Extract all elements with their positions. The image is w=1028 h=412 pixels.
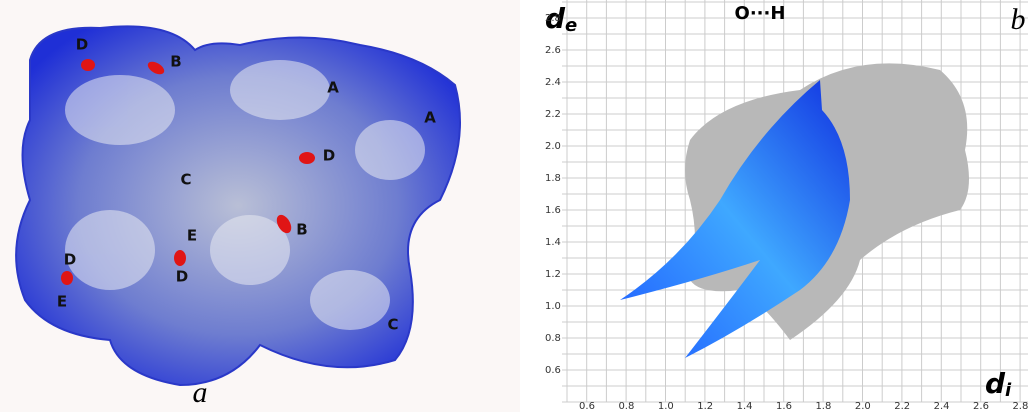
x-tick-label: 0.6	[579, 401, 595, 412]
surface-label: B	[296, 221, 307, 239]
panel-b-caption: b	[1011, 3, 1026, 36]
y-tick-label: 0.8	[545, 333, 561, 344]
x-tick-label: 1.2	[697, 401, 713, 412]
surface-label: B	[170, 53, 181, 71]
x-tick-label: 2.4	[934, 401, 950, 412]
y-axis-subscript: e	[565, 15, 577, 36]
surface-label: D	[323, 147, 335, 165]
y-tick-label: 1.2	[545, 269, 561, 280]
y-tick-label: 2.8	[545, 13, 561, 24]
x-tick-label: 2.6	[973, 401, 989, 412]
y-tick-label: 1.8	[545, 173, 561, 184]
surface-label: D	[64, 251, 76, 269]
y-tick-label: 1.6	[545, 205, 561, 216]
y-tick-label: 2.4	[545, 77, 561, 88]
surface-label: E	[187, 227, 197, 245]
surface-label: C	[180, 171, 191, 189]
x-tick-label: 1.8	[815, 401, 831, 412]
surface-label: A	[327, 79, 339, 97]
y-tick-label: 1.4	[545, 237, 561, 248]
surface-label: A	[424, 109, 436, 127]
y-tick-label: 1.0	[545, 301, 561, 312]
panel-a-caption: a	[193, 376, 208, 409]
y-tick-label: 2.0	[545, 141, 561, 152]
surface-label: C	[387, 316, 398, 334]
surface-label: D	[176, 268, 188, 286]
surface-label: E	[57, 293, 67, 311]
x-tick-label: 1.0	[658, 401, 674, 412]
x-tick-label: 1.6	[776, 401, 792, 412]
x-tick-label: 2.8	[1012, 401, 1028, 412]
y-tick-label: 2.2	[545, 109, 561, 120]
x-axis-subscript: i	[1005, 380, 1012, 401]
y-tick-label: 0.6	[545, 365, 561, 376]
page: a de O···H b di DBAADCBEDDEC0.60.81.01.2…	[0, 0, 1028, 412]
plot-title: O···H	[735, 3, 786, 24]
figure: a de O···H b di DBAADCBEDDEC0.60.81.01.2…	[0, 0, 1028, 412]
x-tick-label: 2.0	[855, 401, 871, 412]
x-axis-letter: d	[985, 367, 1006, 400]
y-tick-label: 2.6	[545, 45, 561, 56]
x-tick-label: 2.2	[894, 401, 910, 412]
x-tick-label: 0.8	[618, 401, 634, 412]
x-tick-label: 1.4	[737, 401, 753, 412]
surface-label: D	[76, 36, 88, 54]
